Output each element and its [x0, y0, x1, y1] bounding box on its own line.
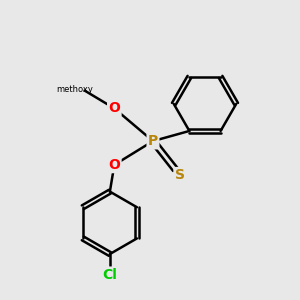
Text: methoxy: methoxy — [56, 85, 93, 94]
Text: O: O — [108, 158, 120, 172]
Text: Cl: Cl — [102, 268, 117, 282]
Text: S: S — [175, 168, 185, 182]
Text: O: O — [108, 101, 120, 116]
Text: P: P — [148, 134, 158, 148]
